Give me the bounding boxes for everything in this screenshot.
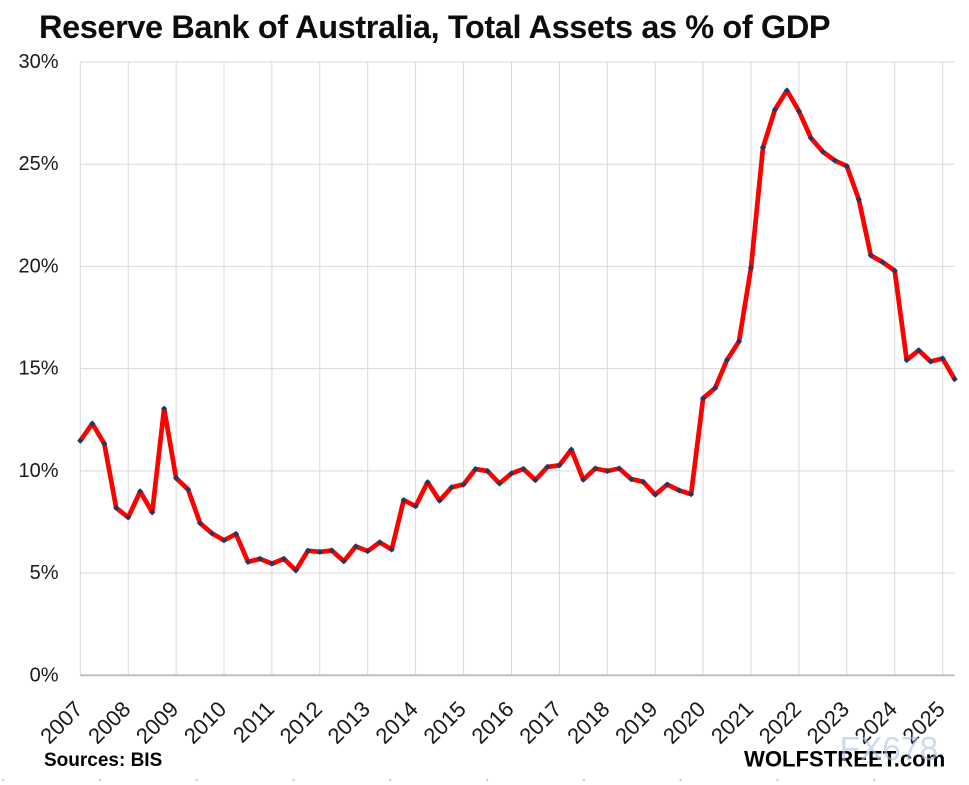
svg-text:2014: 2014	[371, 696, 423, 748]
svg-text:10%: 10%	[18, 460, 58, 482]
svg-text:15%: 15%	[18, 358, 58, 380]
svg-text:20%: 20%	[18, 255, 58, 277]
svg-text:2019: 2019	[610, 696, 662, 748]
svg-text:Reserve Bank of Australia, Tot: Reserve Bank of Australia, Total Assets …	[39, 9, 830, 45]
svg-text:2016: 2016	[466, 696, 518, 748]
svg-text:2018: 2018	[562, 696, 614, 748]
svg-text:30%: 30%	[18, 51, 58, 73]
svg-text:WOLFSTREET.com: WOLFSTREET.com	[744, 747, 945, 772]
svg-text:2015: 2015	[419, 696, 471, 748]
svg-text:2020: 2020	[658, 696, 710, 748]
svg-text:2012: 2012	[275, 696, 327, 748]
svg-text:2011: 2011	[228, 696, 279, 747]
svg-text:2007: 2007	[35, 696, 87, 748]
svg-text:2013: 2013	[323, 696, 375, 748]
svg-text:2017: 2017	[514, 696, 566, 748]
svg-text:2008: 2008	[83, 696, 135, 748]
svg-text:5%: 5%	[30, 562, 59, 584]
svg-text:2021: 2021	[706, 696, 758, 748]
svg-text:2009: 2009	[131, 696, 183, 748]
svg-text:2010: 2010	[179, 696, 231, 748]
svg-text:FX678: FX678	[840, 731, 939, 768]
svg-text:Sources: BIS: Sources: BIS	[44, 750, 162, 771]
svg-text:25%: 25%	[18, 153, 58, 175]
svg-text:0%: 0%	[30, 664, 59, 686]
svg-text:2022: 2022	[754, 696, 806, 748]
